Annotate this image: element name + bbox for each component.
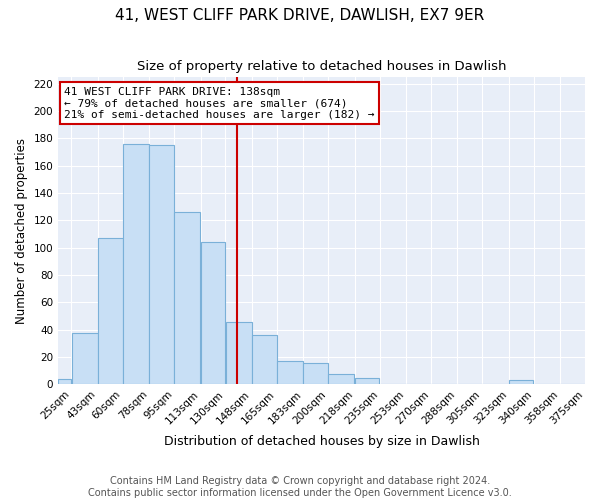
- X-axis label: Distribution of detached houses by size in Dawlish: Distribution of detached houses by size …: [164, 434, 479, 448]
- Bar: [509, 380, 533, 384]
- Bar: [149, 146, 174, 384]
- Bar: [355, 378, 379, 384]
- Y-axis label: Number of detached properties: Number of detached properties: [15, 138, 28, 324]
- Text: 41 WEST CLIFF PARK DRIVE: 138sqm
← 79% of detached houses are smaller (674)
21% : 41 WEST CLIFF PARK DRIVE: 138sqm ← 79% o…: [64, 86, 374, 120]
- Bar: [252, 335, 277, 384]
- Bar: [98, 238, 122, 384]
- Text: Contains HM Land Registry data © Crown copyright and database right 2024.
Contai: Contains HM Land Registry data © Crown c…: [88, 476, 512, 498]
- Bar: [123, 144, 149, 384]
- Text: 41, WEST CLIFF PARK DRIVE, DAWLISH, EX7 9ER: 41, WEST CLIFF PARK DRIVE, DAWLISH, EX7 …: [115, 8, 485, 22]
- Bar: [226, 322, 251, 384]
- Bar: [71, 332, 98, 384]
- Bar: [328, 374, 355, 384]
- Bar: [175, 212, 200, 384]
- Bar: [201, 242, 225, 384]
- Bar: [304, 362, 328, 384]
- Bar: [58, 379, 71, 384]
- Title: Size of property relative to detached houses in Dawlish: Size of property relative to detached ho…: [137, 60, 506, 73]
- Bar: [277, 361, 303, 384]
